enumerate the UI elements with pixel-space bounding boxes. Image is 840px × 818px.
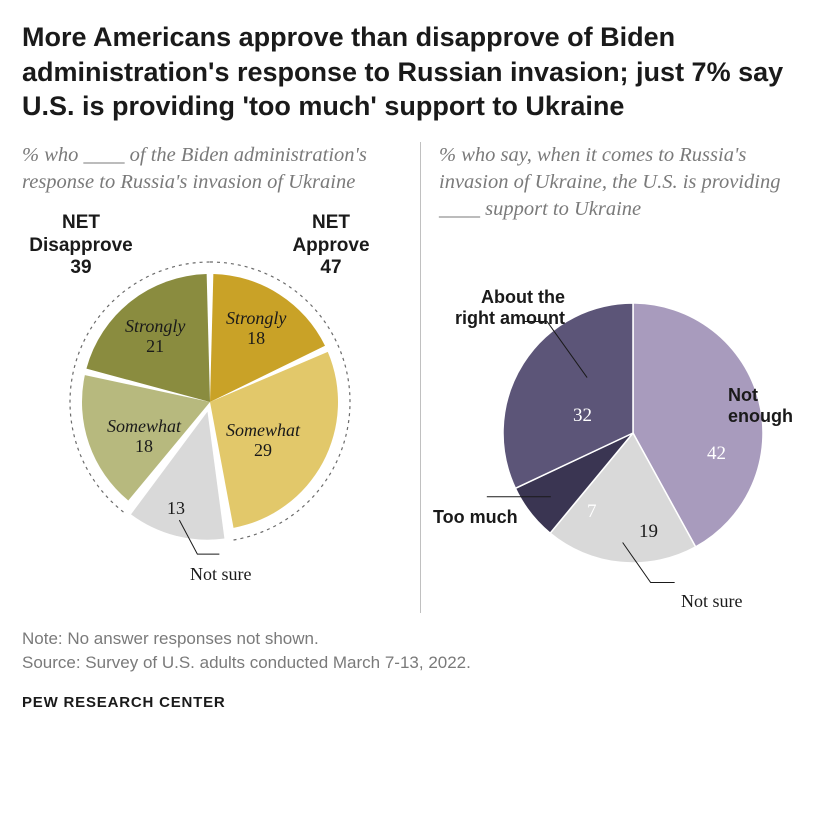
- subtitle-right: % who say, when it comes to Russia's inv…: [439, 142, 819, 223]
- val-not-enough: 42: [707, 443, 726, 465]
- panel-approval: % who ____ of the Biden administration's…: [22, 142, 421, 613]
- slice-strongly-disapprove: Strongly 21: [125, 316, 185, 357]
- subtitle-left: % who ____ of the Biden administration's…: [22, 142, 410, 196]
- val-not-sure: 19: [639, 521, 658, 543]
- footer-notes: Note: No answer responses not shown. Sou…: [22, 627, 818, 676]
- slice-notsure-value: 13: [167, 498, 185, 519]
- label-right-amount: About theright amount: [435, 287, 565, 330]
- slice-somewhat-approve: Somewhat 29: [226, 420, 300, 461]
- label-not-enough: Notenough: [728, 385, 793, 428]
- chart-approval: NET Disapprove 39 NET Approve 47 Strongl…: [22, 206, 410, 586]
- val-right-amount: 32: [573, 405, 592, 427]
- net-approve-label: NET Approve 47: [286, 212, 376, 280]
- label-too-much: Too much: [433, 507, 518, 529]
- brand: PEW RESEARCH CENTER: [22, 694, 818, 711]
- footer-note: Note: No answer responses not shown.: [22, 627, 818, 652]
- panel-support: % who say, when it comes to Russia's inv…: [421, 142, 819, 613]
- chart-support: About theright amount Notenough Too much…: [439, 233, 819, 613]
- val-too-much: 7: [587, 501, 597, 523]
- chart-panels: % who ____ of the Biden administration's…: [22, 142, 818, 613]
- slice-notsure-label: Not sure: [190, 564, 252, 585]
- footer-source: Source: Survey of U.S. adults conducted …: [22, 651, 818, 676]
- label-not-sure-right: Not sure: [681, 591, 743, 612]
- page-title: More Americans approve than disapprove o…: [22, 20, 818, 124]
- net-disapprove-label: NET Disapprove 39: [26, 212, 136, 280]
- slice-strongly-approve: Strongly 18: [226, 308, 286, 349]
- slice-somewhat-disapprove: Somewhat 18: [107, 416, 181, 457]
